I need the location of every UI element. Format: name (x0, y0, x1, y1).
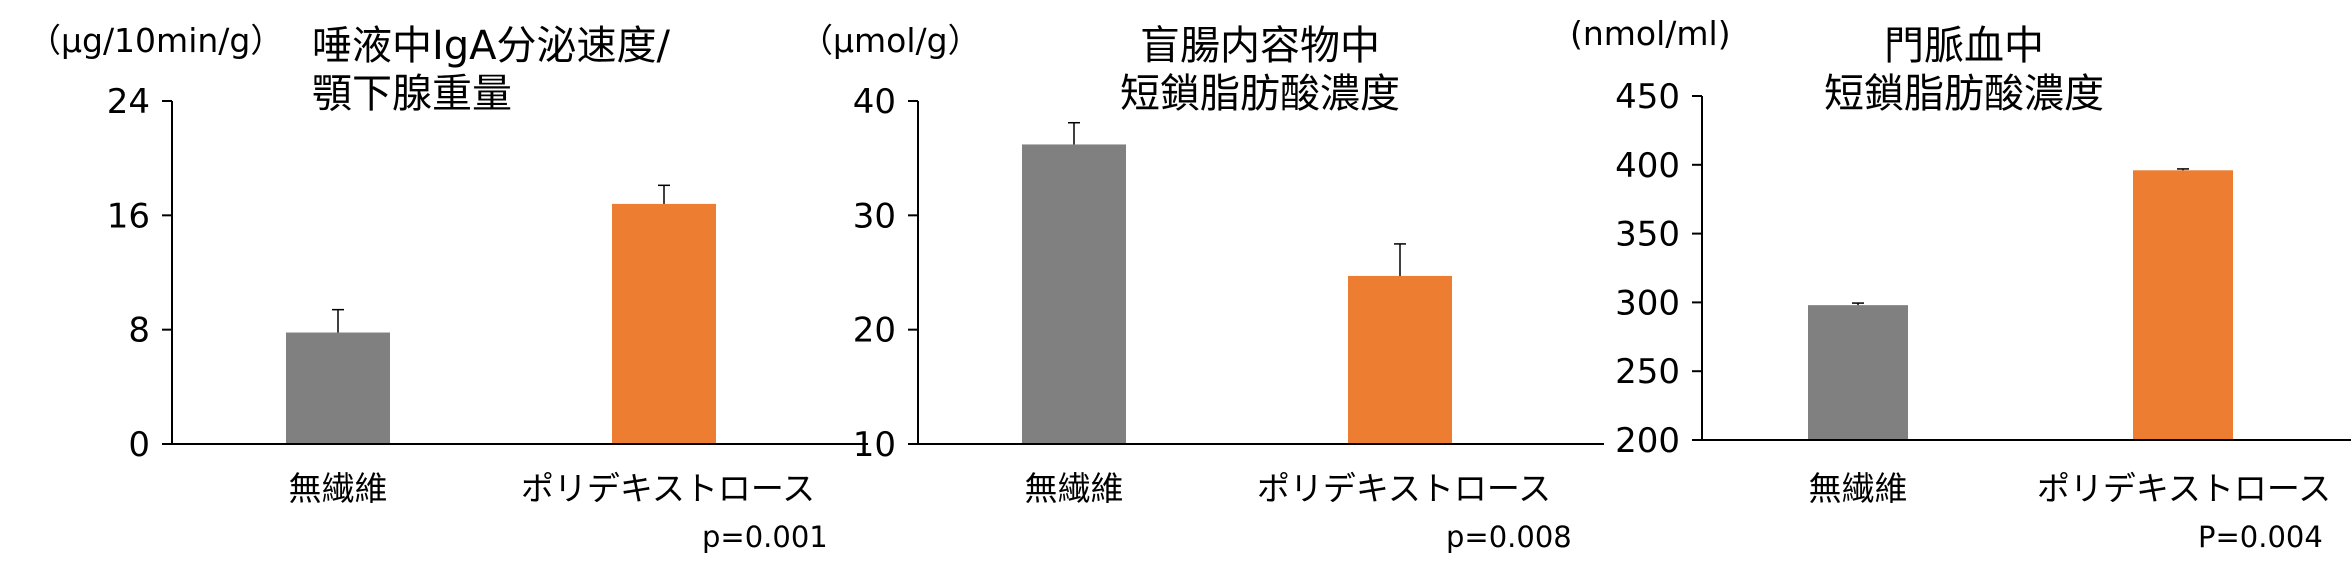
p-value: p=0.008 (1446, 520, 1572, 554)
y-tick-label: 0 (128, 425, 150, 465)
bar-chart-svg: 24 16 8 0 無繊維 ポリデキストロース (107, 82, 868, 508)
category-label: ポリデキストロース (2037, 469, 2331, 508)
bar-chart-svg: 450 400 350 300 250 200 無繊維 ポリデキストロース (1615, 77, 2351, 508)
chart-title: 盲腸内容物中 短鎖脂肪酸濃度 (1110, 22, 1410, 118)
unit-label: (nmol/ml) (1570, 14, 1731, 53)
bar-chart-svg: 40 30 20 10 無繊維 ポリデキストロース (853, 82, 1604, 508)
category-label: 無繊維 (289, 469, 388, 508)
y-tick-label: 30 (853, 196, 896, 236)
bar (1022, 144, 1126, 445)
y-tick-label: 20 (853, 311, 896, 351)
p-value: p=0.001 (702, 520, 828, 554)
error-bar (658, 184, 670, 204)
chart-panel-portal-scfa: (nmol/ml) 門脈血中 短鎖脂肪酸濃度 450 400 350 300 250 20… (1568, 0, 2351, 570)
bar (286, 332, 390, 444)
unit-label: （μg/10min/g） (28, 21, 284, 60)
bar (1808, 305, 1908, 440)
chart-title-line: 盲腸内容物中 (1140, 23, 1380, 69)
y-tick-label: 40 (853, 82, 896, 122)
y-tick-label: 450 (1615, 77, 1680, 117)
y-tick-label: 10 (853, 425, 896, 465)
error-bar (1068, 121, 1080, 145)
bar (612, 203, 716, 444)
chart-title-line: 唾液中IgA分泌速度/ (312, 23, 671, 69)
y-tick-label: 400 (1615, 146, 1680, 186)
category-label: ポリデキストロース (1257, 469, 1551, 508)
chart-title: 唾液中IgA分泌速度/ 顎下腺重量 (312, 22, 670, 118)
bar (2133, 170, 2233, 440)
y-tick-label: 200 (1615, 421, 1680, 461)
error-bar (1394, 243, 1406, 276)
category-label: ポリデキストロース (521, 469, 815, 508)
p-value: P=0.004 (2198, 520, 2323, 554)
y-tick-label: 350 (1615, 215, 1680, 255)
chart-title-line: 短鎖脂肪酸濃度 (1120, 71, 1400, 117)
category-label: 無繊維 (1809, 469, 1908, 508)
chart-panel-salivary-iga: （μg/10min/g） 唾液中IgA分泌速度/ 顎下腺重量 24 16 8 0 無繊維… (0, 0, 868, 570)
bar (1348, 275, 1452, 444)
chart-panel-cecal-scfa: （μmol/g） 盲腸内容物中 短鎖脂肪酸濃度 40 30 20 10 無繊維 ポリデキス… (784, 0, 1604, 570)
chart-title-line: 門脈血中 (1884, 23, 2044, 69)
y-tick-label: 16 (107, 196, 150, 236)
chart-title-line: 顎下腺重量 (312, 71, 512, 117)
y-tick-label: 24 (107, 82, 150, 122)
error-bar (2177, 168, 2189, 171)
error-bar (332, 308, 344, 333)
y-tick-label: 300 (1615, 283, 1680, 323)
y-tick-label: 250 (1615, 352, 1680, 392)
category-label: 無繊維 (1025, 469, 1124, 508)
error-bar (1852, 302, 1864, 306)
chart-title-line: 短鎖脂肪酸濃度 (1824, 71, 2104, 117)
unit-label: （μmol/g） (800, 21, 981, 60)
chart-title: 門脈血中 短鎖脂肪酸濃度 (1814, 22, 2114, 118)
y-tick-label: 8 (128, 311, 150, 351)
